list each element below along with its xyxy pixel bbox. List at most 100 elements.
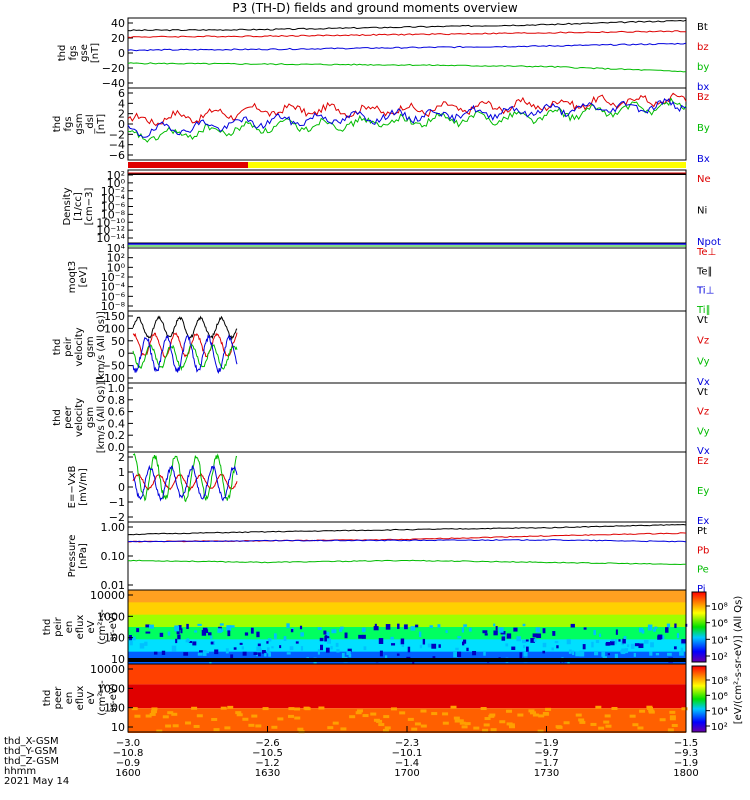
panel-ylabel: Density[1/cc][cm−3] [62, 187, 95, 225]
spectrogram-cell [626, 644, 630, 647]
spectrogram-cell [637, 726, 644, 730]
spectrogram-cell [463, 639, 467, 644]
ylabel-line: eflux [75, 615, 86, 640]
spectrogram-cell [363, 646, 367, 651]
ylabel-line: peir [53, 616, 64, 636]
spectrogram-cell [532, 633, 538, 638]
colorbar-tick-label: 10⁶ [711, 691, 728, 702]
ytick-label: 1.0 [108, 382, 126, 395]
spectrogram-cell [414, 722, 421, 726]
spectrogram-cell [679, 650, 684, 656]
spectrogram-cell [348, 654, 352, 658]
spectrogram-cell [506, 709, 513, 713]
series-Vz [132, 332, 238, 359]
spectrogram-cell [653, 628, 657, 632]
spectrogram-cell [521, 639, 527, 644]
spectrogram-cell [516, 636, 522, 642]
spectrogram-cell [537, 729, 544, 733]
ytick-label: 150 [104, 310, 125, 323]
ylabel-line: sr-eV) [108, 612, 119, 641]
ytick-label: 50 [111, 335, 125, 348]
spectrogram-cell [603, 720, 610, 724]
spectrogram-cell [457, 636, 462, 639]
ytick-label: 0.6 [108, 406, 126, 419]
spectrogram-cell [374, 623, 377, 628]
ytick-label: 1000 [97, 610, 125, 623]
spectrogram-cell [495, 626, 498, 631]
spectrogram-cell [513, 627, 518, 632]
series-Ex [132, 464, 238, 502]
spectrogram-cell [183, 652, 189, 656]
spectrogram-cell [131, 636, 136, 641]
panel-frame [127, 17, 687, 89]
spectrogram-cell [210, 635, 213, 639]
spectrogram-cell [453, 716, 460, 720]
spectrogram-cell [579, 720, 586, 724]
footer-value: 1800 [673, 768, 698, 779]
spectrogram-cell [605, 724, 612, 728]
spectrogram-cell [239, 642, 243, 645]
spectrogram-cell [361, 634, 366, 639]
series-bz [127, 30, 686, 39]
spectrogram-cell [482, 728, 489, 732]
spectrogram-cell [148, 624, 154, 629]
spectrogram-cell [533, 638, 537, 642]
spectrogram-cell [129, 641, 133, 646]
spectrogram-cell [320, 644, 324, 651]
spectrogram-cell [542, 628, 546, 634]
spectrogram-cell [317, 649, 320, 655]
hhmm-label: hhmm [4, 766, 37, 777]
zgsm-label: thd_Z-GSM [4, 756, 59, 767]
spectrogram-cell [397, 623, 400, 629]
ytick-label: 1 [118, 466, 125, 479]
spectrogram-cell [499, 720, 506, 724]
spectrogram-cell [604, 714, 611, 718]
spectrogram-cell [643, 639, 649, 644]
spectrogram-cell [317, 627, 322, 630]
ytick-label: 10000 [90, 663, 125, 676]
footer-value: −1.4 [395, 758, 419, 769]
ylabel-line: _dsl [85, 114, 96, 134]
spectrogram-cell [590, 722, 597, 726]
spectrogram-cell [324, 636, 330, 642]
ytick-label: 2 [118, 108, 125, 121]
ylabel-line: en [64, 621, 75, 634]
spectrogram-cell [666, 623, 671, 628]
spectrogram-cell [288, 714, 295, 718]
spectrogram-cell [542, 650, 546, 654]
panel-ylabel: Pressure[nPa] [67, 535, 89, 578]
spectrogram-cell [355, 711, 362, 715]
spectrogram-cell [288, 707, 295, 711]
spectrogram-cell [634, 643, 640, 647]
spectrogram-cell [373, 718, 380, 722]
spectrogram-cell [572, 650, 575, 656]
spectrogram-cell [340, 727, 347, 731]
spectrogram-cell [207, 632, 212, 636]
panel-ylabel: thdfgsgsm_dsl[nT] [52, 113, 107, 134]
colorbar-tick-label: 10⁸ [711, 602, 728, 613]
spectrogram-cell [171, 712, 178, 716]
colorbar-label: [eV/(cm²-s-sr-eV)] (All Qs) [733, 596, 744, 725]
spectrogram-cell [332, 721, 339, 725]
spectrogram-cell [176, 628, 180, 635]
ylabel-line: gsm [85, 407, 96, 428]
spectrogram-cell [556, 645, 559, 649]
spectrogram-cell [286, 652, 291, 655]
spectrogram-cell [551, 647, 554, 651]
footer-value: −2.6 [255, 738, 279, 749]
spectrogram-cell [484, 717, 491, 721]
ytick-label: 4 [118, 97, 125, 110]
spectrogram-band [128, 602, 686, 616]
spectrogram-cell [151, 707, 158, 711]
spectrogram-cell [611, 706, 618, 710]
series-Pt [127, 523, 687, 536]
panel-ylabel: thdpeirenefluxeV(cm²-s-sr-eV) [42, 609, 119, 645]
ytick-label: 0 [118, 481, 125, 494]
spectrogram-cell [532, 713, 539, 717]
spectrogram-cell [591, 641, 594, 648]
panel-ylabel: thdpeirvelocitygsm[km/s (All Qs)] [52, 311, 107, 383]
spectrogram-cell [153, 651, 158, 655]
legend-label: Pb [697, 545, 709, 556]
spectrogram-cell [488, 714, 495, 718]
